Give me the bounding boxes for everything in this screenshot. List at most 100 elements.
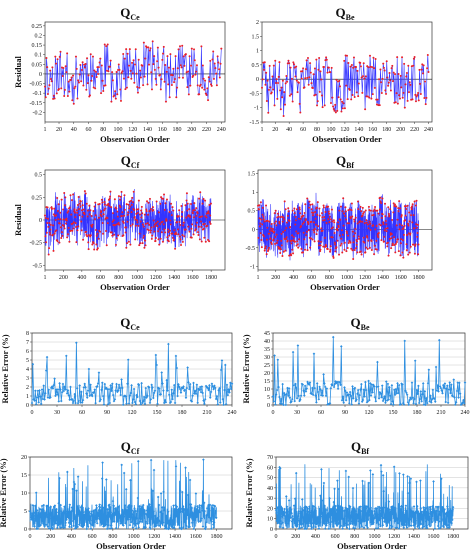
data-point <box>116 389 120 392</box>
data-point <box>203 402 206 406</box>
data-point <box>138 213 141 216</box>
data-point <box>191 394 194 398</box>
data-point <box>395 391 399 395</box>
data-point <box>412 505 416 508</box>
data-point <box>110 206 113 209</box>
x-tick-label: 60 <box>79 410 85 416</box>
data-point <box>186 209 189 212</box>
data-point <box>298 526 302 530</box>
data-point <box>290 77 293 80</box>
data-point <box>443 512 447 516</box>
data-point <box>108 204 111 207</box>
data-point <box>65 518 68 522</box>
data-point <box>33 511 37 515</box>
x-tick-label: 180 <box>178 410 187 416</box>
data-point <box>117 222 120 225</box>
data-point <box>167 66 170 69</box>
data-point <box>291 514 294 518</box>
data-point <box>451 394 455 398</box>
data-point <box>405 75 408 78</box>
data-point <box>78 73 81 76</box>
data-point <box>396 218 399 221</box>
data-point <box>89 53 92 56</box>
data-point <box>92 86 95 89</box>
data-point <box>191 511 194 514</box>
data-point <box>93 520 97 524</box>
data-point <box>86 82 89 85</box>
data-point <box>209 59 212 62</box>
data-point <box>41 508 45 511</box>
data-point <box>140 513 143 516</box>
data-point <box>312 221 315 224</box>
data-point <box>183 514 187 518</box>
x-tick-label: 80 <box>314 127 320 133</box>
data-point <box>287 499 291 502</box>
data-point <box>384 401 387 405</box>
data-point <box>123 510 126 514</box>
data-point <box>429 394 432 398</box>
residual-bf-chart: QBf-1-0.500.511.51 200 400 600 800 1000 1200 14… <box>246 153 433 292</box>
data-point <box>112 399 116 403</box>
data-point <box>187 381 190 384</box>
data-point <box>351 93 354 96</box>
data-point <box>396 238 399 241</box>
data-point <box>427 512 431 516</box>
data-point <box>204 79 207 82</box>
data-point <box>385 524 389 528</box>
data-point <box>205 506 209 510</box>
data-point <box>325 387 329 390</box>
data-point <box>107 70 110 73</box>
data-point <box>404 219 407 222</box>
data-point <box>132 59 135 62</box>
data-point <box>267 246 270 249</box>
data-point <box>450 521 453 525</box>
data-point <box>288 519 291 522</box>
data-point <box>118 516 122 519</box>
data-point <box>310 527 313 531</box>
data-point <box>162 45 165 48</box>
data-point <box>283 91 286 94</box>
data-point <box>409 396 412 400</box>
data-point <box>204 384 208 388</box>
data-point <box>128 48 131 51</box>
data-point <box>441 505 445 509</box>
data-point <box>293 212 296 215</box>
data-point <box>380 201 383 204</box>
data-point <box>69 78 72 81</box>
data-point <box>438 385 442 388</box>
data-point <box>451 508 454 511</box>
data-point <box>188 230 191 233</box>
data-point <box>69 229 72 232</box>
data-point <box>319 494 322 498</box>
data-point <box>311 203 314 206</box>
data-point <box>47 87 50 90</box>
data-point <box>138 232 141 235</box>
data-point <box>77 196 80 199</box>
data-point <box>342 102 345 105</box>
data-point <box>334 516 338 520</box>
data-point <box>70 506 74 509</box>
data-point <box>446 514 450 518</box>
y-tick-label: 0.15 <box>32 43 43 49</box>
data-point <box>315 206 318 209</box>
data-point <box>278 395 281 399</box>
data-point <box>90 523 94 527</box>
data-point <box>383 69 386 72</box>
data-point <box>141 242 144 245</box>
data-point <box>341 524 345 528</box>
data-point <box>100 388 103 392</box>
y-tick-label: 1.5 <box>252 34 260 40</box>
data-point <box>314 217 317 220</box>
data-point <box>278 246 281 249</box>
data-point <box>49 223 52 226</box>
data-point <box>296 243 299 246</box>
data-point <box>297 232 300 235</box>
data-point <box>306 76 309 79</box>
data-point <box>282 250 285 253</box>
data-point <box>277 511 281 514</box>
data-point <box>186 366 189 369</box>
data-point <box>116 210 119 213</box>
data-point <box>386 382 390 386</box>
data-point <box>282 403 285 407</box>
data-point <box>350 511 354 514</box>
